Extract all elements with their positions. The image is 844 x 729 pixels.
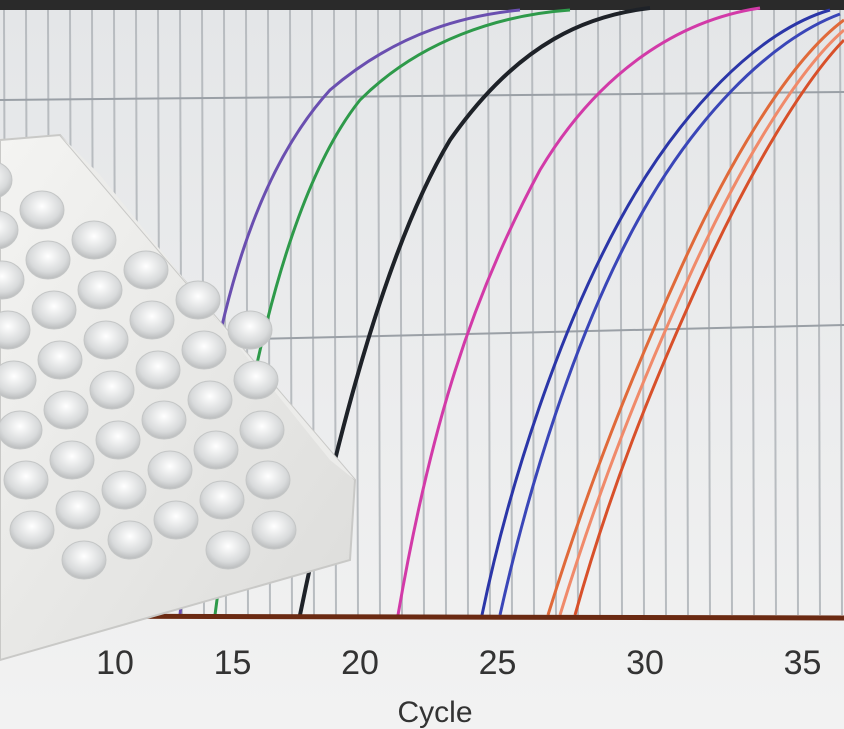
well (108, 521, 152, 559)
well (200, 481, 244, 519)
x-tick-label: 35 (784, 644, 822, 682)
well (72, 221, 116, 259)
well (124, 251, 168, 289)
well (56, 491, 100, 529)
x-tick-label: 25 (479, 644, 517, 682)
well (50, 441, 94, 479)
well (84, 321, 128, 359)
well (0, 411, 42, 449)
well (38, 341, 82, 379)
well (252, 511, 296, 549)
well (136, 351, 180, 389)
well (148, 451, 192, 489)
x-tick-label: 30 (626, 644, 664, 682)
x-tick-label: 20 (341, 644, 379, 682)
photo: Cycle 10 15 20 25 30 35 (0, 0, 844, 729)
well (96, 421, 140, 459)
well (26, 241, 70, 279)
well (10, 511, 54, 549)
top-edge (0, 0, 844, 10)
x-tick-label: 10 (96, 644, 134, 682)
well (176, 281, 220, 319)
well (102, 471, 146, 509)
well (188, 381, 232, 419)
well (44, 391, 88, 429)
x-tick-label: 15 (214, 644, 252, 682)
well (62, 541, 106, 579)
well (234, 361, 278, 399)
well (154, 501, 198, 539)
well (206, 531, 250, 569)
well (32, 291, 76, 329)
well (240, 411, 284, 449)
well (194, 431, 238, 469)
well (4, 461, 48, 499)
well (20, 191, 64, 229)
well (246, 461, 290, 499)
well (142, 401, 186, 439)
well (90, 371, 134, 409)
well (228, 311, 272, 349)
x-axis-label: Cycle (397, 696, 472, 729)
page: Cycle 101520253035 (() => { const data =… (0, 0, 844, 729)
well (78, 271, 122, 309)
well (130, 301, 174, 339)
well (182, 331, 226, 369)
